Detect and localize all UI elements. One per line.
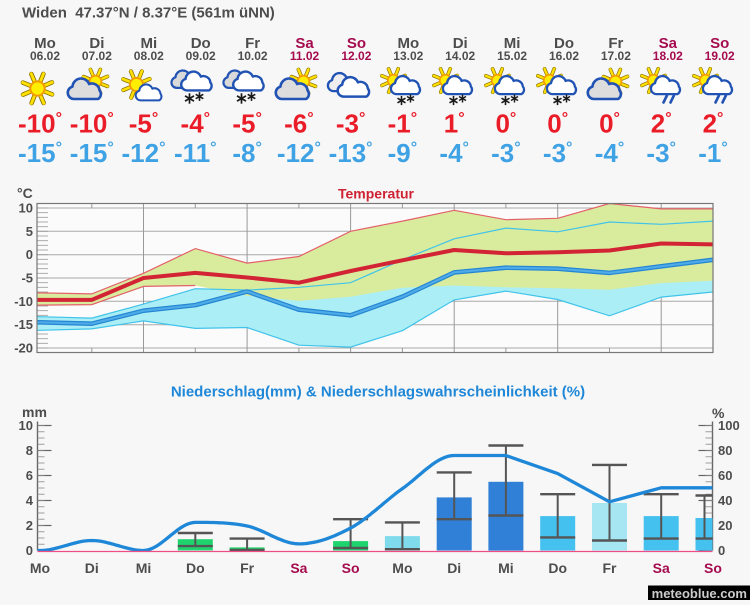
svg-text:6: 6: [26, 468, 33, 483]
svg-text:0: 0: [26, 247, 33, 262]
svg-text:Fr: Fr: [603, 560, 618, 576]
svg-text:°C: °C: [17, 185, 33, 201]
svg-text:08.02: 08.02: [134, 49, 164, 63]
svg-text:16.02: 16.02: [549, 49, 579, 63]
svg-text:-15°: -15°: [70, 138, 114, 168]
svg-text:0: 0: [26, 543, 33, 558]
svg-text:07.02: 07.02: [82, 49, 112, 63]
svg-text:-3°: -3°: [646, 138, 676, 168]
svg-text:0: 0: [718, 543, 725, 558]
svg-text:4: 4: [26, 493, 34, 508]
svg-text:-10°: -10°: [70, 109, 114, 139]
svg-text:%: %: [712, 405, 725, 421]
svg-text:Mo: Mo: [392, 560, 412, 576]
svg-text:Temperatur: Temperatur: [338, 186, 415, 202]
svg-text:40: 40: [718, 493, 732, 508]
svg-text:Niederschlag(mm) & Niederschla: Niederschlag(mm) & Niederschlagswahrsche…: [171, 384, 585, 401]
svg-text:Fr: Fr: [245, 35, 260, 52]
svg-text:meteoblue.com: meteoblue.com: [652, 586, 747, 600]
svg-text:Mo: Mo: [397, 35, 419, 52]
svg-text:10.02: 10.02: [238, 49, 268, 63]
svg-text:-11°: -11°: [174, 138, 217, 168]
svg-text:18.02: 18.02: [653, 49, 683, 63]
svg-text:12.02: 12.02: [341, 49, 371, 63]
svg-text:So: So: [342, 560, 360, 576]
svg-text:06.02: 06.02: [30, 49, 60, 63]
svg-text:So: So: [347, 35, 366, 52]
svg-text:Mi: Mi: [140, 35, 157, 52]
svg-text:-15°: -15°: [18, 138, 62, 168]
svg-text:13.02: 13.02: [393, 49, 423, 63]
svg-text:-4°: -4°: [181, 109, 211, 139]
svg-text:Do: Do: [186, 560, 205, 576]
svg-text:Widen 47.37°N / 8.37°E (561m: Widen 47.37°N / 8.37°E (561m üNN): [22, 5, 275, 22]
svg-text:Sa: Sa: [290, 560, 307, 576]
svg-text:Sa: Sa: [659, 35, 678, 52]
svg-text:Fr: Fr: [608, 35, 623, 52]
svg-text:Mi: Mi: [504, 35, 521, 52]
svg-text:Mi: Mi: [498, 560, 514, 576]
svg-text:Mo: Mo: [34, 35, 56, 52]
svg-text:Do: Do: [548, 560, 567, 576]
svg-text:Di: Di: [453, 35, 468, 52]
svg-text:14.02: 14.02: [445, 49, 475, 63]
svg-text:Sa: Sa: [653, 560, 670, 576]
svg-text:10: 10: [19, 418, 33, 433]
svg-text:Do: Do: [554, 35, 574, 52]
svg-text:80: 80: [718, 443, 732, 458]
svg-text:-15: -15: [14, 317, 33, 332]
svg-text:2: 2: [26, 518, 33, 533]
svg-text:Fr: Fr: [240, 560, 255, 576]
svg-text:-12°: -12°: [277, 138, 321, 168]
svg-text:Mo: Mo: [30, 560, 50, 576]
svg-text:Di: Di: [89, 35, 104, 52]
svg-text:15.02: 15.02: [497, 49, 527, 63]
svg-text:10: 10: [19, 201, 33, 216]
svg-text:100: 100: [718, 418, 740, 433]
svg-text:17.02: 17.02: [601, 49, 631, 63]
svg-text:8: 8: [26, 443, 33, 458]
svg-text:-12°: -12°: [122, 138, 166, 168]
svg-text:So: So: [710, 35, 729, 52]
svg-text:Sa: Sa: [295, 35, 314, 52]
svg-text:Do: Do: [191, 35, 211, 52]
svg-text:Mi: Mi: [136, 560, 152, 576]
svg-text:-5: -5: [21, 271, 33, 286]
svg-text:60: 60: [718, 468, 732, 483]
svg-text:11.02: 11.02: [290, 49, 320, 63]
svg-text:20: 20: [718, 518, 732, 533]
svg-text:-10: -10: [14, 294, 33, 309]
svg-text:19.02: 19.02: [705, 49, 735, 63]
svg-text:mm: mm: [22, 404, 47, 420]
svg-text:5: 5: [26, 224, 33, 239]
svg-text:So: So: [704, 560, 722, 576]
svg-text:09.02: 09.02: [186, 49, 216, 63]
svg-text:-13°: -13°: [329, 138, 373, 168]
svg-text:Di: Di: [85, 560, 99, 576]
svg-text:-10°: -10°: [18, 109, 62, 139]
svg-text:-20: -20: [14, 341, 33, 356]
svg-text:Di: Di: [447, 560, 461, 576]
